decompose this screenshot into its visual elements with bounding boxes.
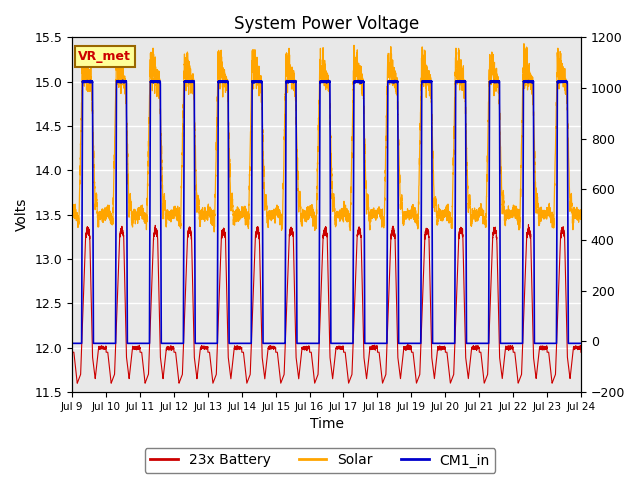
Legend: 23x Battery, Solar, CM1_in: 23x Battery, Solar, CM1_in bbox=[145, 448, 495, 473]
Title: System Power Voltage: System Power Voltage bbox=[234, 15, 419, 33]
Y-axis label: Volts: Volts bbox=[15, 198, 29, 231]
X-axis label: Time: Time bbox=[310, 418, 344, 432]
Text: VR_met: VR_met bbox=[78, 50, 131, 63]
